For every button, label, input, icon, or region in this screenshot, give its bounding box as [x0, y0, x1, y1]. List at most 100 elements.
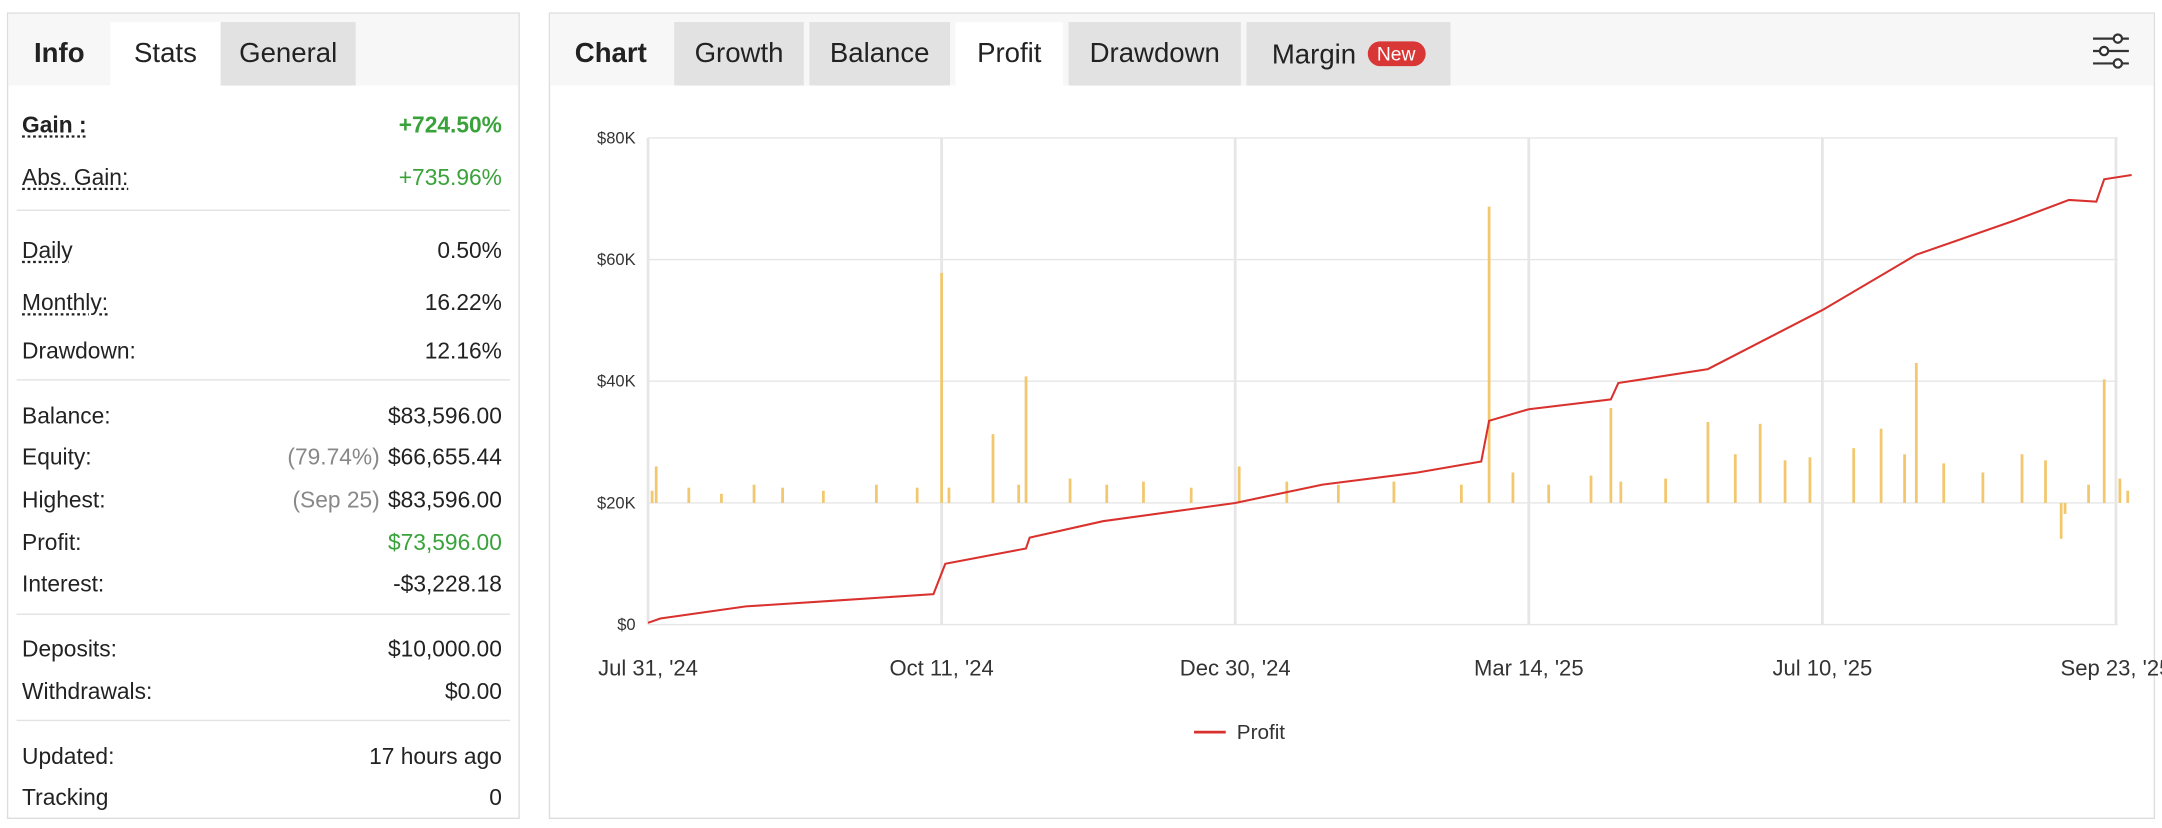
stat-value: +735.96%	[398, 165, 502, 191]
stat-value-group: 12.16%	[425, 335, 502, 368]
stat-value: $10,000.00	[388, 637, 502, 662]
tab-bar: Info Stats General	[8, 13, 519, 86]
tab[interactable]: Growth	[674, 22, 804, 86]
stat-label: Highest:	[22, 488, 106, 513]
stat-value: $73,596.00	[388, 530, 502, 556]
stat-value-group: $83,596.00	[388, 400, 502, 433]
stat-note: (79.74%)	[287, 445, 380, 471]
stat-row: Abs. Gain: +735.96%	[22, 161, 502, 194]
bar	[1609, 408, 1613, 503]
tab[interactable]: Margin New	[1246, 22, 1451, 86]
bar	[1017, 484, 1021, 503]
x-tick-label: Oct 11, '24	[889, 656, 993, 681]
stat-row: Interest: -$3,228.18	[22, 568, 502, 601]
tab[interactable]: Chart	[574, 38, 647, 69]
stat-value: 12.16%	[424, 339, 502, 365]
stat-value-group: (79.74%) $66,655.44	[287, 441, 501, 474]
tab[interactable]: Drawdown	[1068, 22, 1241, 86]
bar	[1733, 454, 1737, 503]
tab-bar: Chart Growth Balance Profit Drawdown Mar…	[550, 13, 2154, 86]
bar	[1589, 475, 1593, 503]
stat-label: Withdrawals:	[22, 679, 153, 705]
bar	[991, 434, 995, 503]
settings-icon[interactable]	[2090, 30, 2131, 71]
bar	[1068, 478, 1072, 503]
stat-value-group: $73,596.00	[388, 527, 502, 560]
separator	[16, 719, 511, 722]
x-tick-label: Mar 14, '25	[1474, 656, 1584, 681]
stat-row: Gain : +724.50%	[22, 109, 502, 142]
bar	[1024, 376, 1028, 503]
bar	[752, 484, 756, 503]
bar	[940, 272, 944, 503]
stat-row: Profit: $73,596.00	[22, 527, 502, 560]
stat-row: Updated: 17 hours ago	[22, 740, 502, 773]
bar	[1487, 206, 1491, 503]
stat-row: Withdrawals: $0.00	[22, 676, 502, 709]
separator	[16, 209, 511, 211]
stat-value-group: +724.50%	[399, 109, 502, 142]
bar	[781, 487, 784, 503]
stat-row: Highest: (Sep 25) $83,596.00	[22, 484, 502, 517]
x-tick-label: Jul 10, '25	[1772, 656, 1872, 681]
x-tick-label: Sep 23, '25	[2061, 656, 2162, 681]
bar	[1758, 423, 1762, 503]
bar	[1706, 422, 1710, 503]
stat-label: Tracking	[22, 785, 109, 811]
tab-label: Margin	[1271, 39, 1357, 71]
bar	[1142, 481, 1145, 503]
chart-panel: Chart Growth Balance Profit Drawdown Mar…	[548, 12, 2156, 820]
stat-value: $0.00	[444, 679, 502, 705]
stat-row: Tracking 0	[22, 782, 502, 815]
stat-value: $66,655.44	[388, 445, 502, 471]
bar	[1783, 460, 1787, 503]
stat-value-group: -$3,228.18	[393, 568, 502, 601]
bar	[915, 487, 919, 503]
y-tick-label: $20K	[597, 493, 636, 512]
stat-value-group: 0.50%	[437, 234, 502, 267]
x-tick-label: Jul 31, '24	[598, 656, 698, 681]
stat-row: Balance: $83,596.00	[22, 400, 502, 433]
bar	[654, 466, 658, 503]
bar	[947, 487, 951, 503]
stat-label: Drawdown:	[22, 339, 136, 365]
stat-value: 0.50%	[437, 238, 502, 264]
tab[interactable]: Stats	[110, 22, 221, 86]
stat-value-group: +735.96%	[399, 161, 502, 194]
stat-value-group: 17 hours ago	[369, 740, 502, 773]
bar	[1852, 448, 1856, 503]
stat-label: Monthly:	[22, 290, 109, 316]
bar	[2126, 490, 2130, 503]
bar	[1914, 362, 1918, 503]
y-tick-label: $60K	[597, 250, 636, 269]
bar	[1547, 484, 1551, 503]
y-tick-label: $40K	[597, 372, 636, 391]
tab[interactable]: Balance	[809, 22, 950, 86]
bar	[1664, 478, 1668, 503]
stat-row: Equity: (79.74%) $66,655.44	[22, 441, 502, 474]
stat-row: Monthly: 16.22%	[22, 287, 502, 320]
stat-label: Equity:	[22, 445, 92, 471]
stat-label: Profit:	[22, 530, 82, 556]
tab[interactable]: Profit	[955, 22, 1064, 86]
bar	[1619, 481, 1623, 503]
tab[interactable]: Info	[34, 38, 85, 69]
bar	[1808, 457, 1812, 503]
bar	[2059, 502, 2063, 539]
bar	[720, 493, 723, 503]
stat-row: Deposits: $10,000.00	[22, 633, 502, 666]
stat-row: Drawdown: 12.16%	[22, 335, 502, 368]
stat-value: 17 hours ago	[369, 744, 502, 770]
y-tick-label: $0	[617, 615, 635, 634]
line	[647, 173, 2132, 624]
stat-label: Abs. Gain:	[22, 165, 129, 191]
bar	[875, 484, 878, 503]
bar	[1942, 463, 1946, 503]
tab[interactable]: General	[220, 22, 356, 86]
badge: New	[1367, 41, 1426, 67]
separator	[16, 613, 511, 615]
bar	[1511, 472, 1515, 503]
